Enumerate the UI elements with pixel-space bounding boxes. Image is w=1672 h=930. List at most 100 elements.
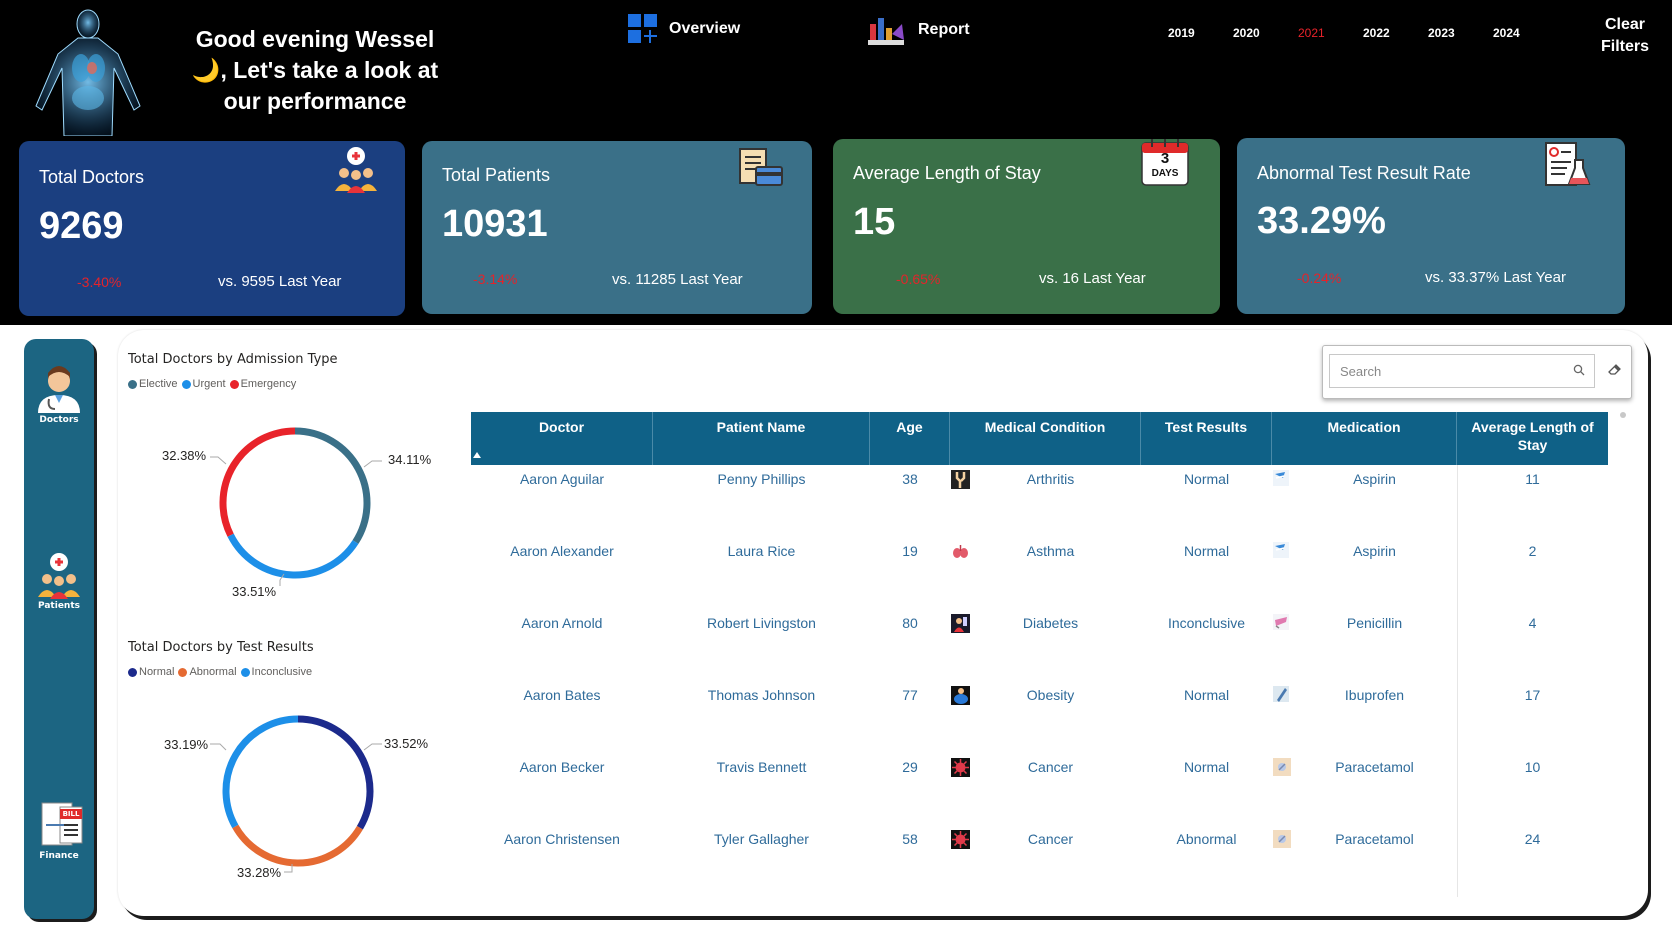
cell-medication: Aspirin: [1353, 471, 1396, 487]
report-label: Report: [918, 21, 970, 38]
donut-slice-urgent[interactable]: [227, 533, 359, 579]
table-header: Doctor Patient Name Age Medical Conditio…: [471, 412, 1608, 465]
column-header-medical-condition[interactable]: Medical Condition: [950, 412, 1141, 465]
sidebar-item-doctors[interactable]: Doctors: [24, 359, 94, 425]
doctors-table: Doctor Patient Name Age Medical Conditio…: [471, 412, 1608, 897]
kpi-comparison: vs. 16 Last Year: [1039, 270, 1146, 287]
table-row[interactable]: Aaron Aguilar Penny Phillips 38 Arthriti…: [471, 465, 1608, 537]
cell-doctor[interactable]: Aaron Christensen: [504, 831, 620, 847]
column-header-doctor[interactable]: Doctor: [471, 412, 653, 465]
legend-emergency[interactable]: Emergency: [229, 378, 296, 390]
calendar-frame: [1141, 139, 1189, 186]
column-header-test-results[interactable]: Test Results: [1141, 412, 1272, 465]
cancer-cell-icon: [951, 830, 970, 849]
column-header-medication[interactable]: Medication: [1272, 412, 1457, 465]
greeting-message: Good evening Wessel 🌙, Let's take a look…: [180, 24, 450, 117]
year-2023[interactable]: 2023: [1428, 26, 1455, 40]
cell-doctor[interactable]: Aaron Aguilar: [519, 471, 605, 487]
legend-inconclusive[interactable]: Inconclusive: [240, 666, 312, 678]
eraser-icon[interactable]: [1607, 362, 1623, 376]
greeting-line-2: 🌙, Let's take a look at: [191, 57, 439, 83]
cell-doctor[interactable]: Aaron Arnold: [521, 615, 603, 631]
lab-report-icon: [1545, 142, 1591, 186]
year-2022[interactable]: 2022: [1363, 26, 1390, 40]
report-nav-button[interactable]: Report: [866, 14, 970, 46]
cell-age: 77: [902, 687, 918, 703]
greeting-line-1: Good evening Wessel: [195, 26, 435, 52]
column-header-patient-name[interactable]: Patient Name: [653, 412, 870, 465]
column-header-age[interactable]: Age: [870, 412, 950, 465]
kpi-title: Total Doctors: [39, 167, 145, 187]
legend-label: Urgent: [192, 378, 226, 390]
test-results-leader-lines: [210, 743, 382, 873]
penicillin-icon: [1273, 614, 1289, 630]
year-2019[interactable]: 2019: [1168, 26, 1195, 40]
calendar-number: 3: [1160, 150, 1170, 167]
year-2021[interactable]: 2021: [1298, 26, 1325, 40]
sidebar-item-label: Doctors: [39, 415, 79, 425]
kpi-delta: -0.65%: [896, 271, 941, 287]
legend-elective[interactable]: Elective: [128, 378, 178, 390]
cell-doctor[interactable]: Aaron Becker: [519, 759, 605, 775]
table-row[interactable]: Aaron Alexander Laura Rice 19 Asthma Nor…: [471, 537, 1608, 609]
cell-doctor[interactable]: Aaron Bates: [523, 687, 601, 703]
table-row[interactable]: Aaron Arnold Robert Livingston 80 Diabet…: [471, 609, 1608, 681]
table-row[interactable]: Aaron Bates Thomas Johnson 77 Obesity No…: [471, 681, 1608, 753]
cancer-cell-icon: [951, 758, 970, 777]
year-2020[interactable]: 2020: [1233, 26, 1260, 40]
legend-normal[interactable]: Normal: [128, 666, 174, 678]
bill-card-icon: [739, 148, 783, 186]
doctors-group-icon: [335, 147, 377, 193]
test-results-legend: Normal Abnormal Inconclusive: [128, 666, 312, 678]
test-results-chart-title: Total Doctors by Test Results: [128, 640, 314, 655]
dashboard-grid-icon: [628, 14, 657, 43]
donut-slice-abnormal[interactable]: [232, 824, 363, 867]
arthritis-icon: [951, 470, 970, 489]
kpi-value: 10931: [442, 203, 548, 245]
scrollbar-thumb[interactable]: [1620, 412, 1626, 418]
cell-patient-name: Tyler Gallagher: [714, 831, 809, 847]
patients-icon: [38, 553, 80, 599]
sidebar-item-label: Finance: [39, 851, 79, 861]
sidebar: Doctors Patients BILL: [24, 339, 94, 919]
admission-label-emergency: 32.38%: [162, 448, 207, 463]
table-row[interactable]: Aaron Christensen Tyler Gallagher 58 Can…: [471, 825, 1608, 897]
cell-age: 38: [902, 471, 918, 487]
legend-label: Abnormal: [189, 666, 237, 678]
cell-patient-name: Penny Phillips: [717, 471, 806, 487]
year-2024[interactable]: 2024: [1493, 26, 1520, 40]
test-results-label-inconclusive: 33.19%: [164, 737, 209, 752]
cell-patient-name: Laura Rice: [727, 543, 796, 559]
search-input[interactable]: [1329, 354, 1595, 388]
column-header-average-length-of-stay[interactable]: Average Length of Stay: [1471, 419, 1594, 453]
cell-medication: Paracetamol: [1335, 831, 1414, 847]
legend-abnormal[interactable]: Abnormal: [178, 666, 237, 678]
kpi-value: 33.29%: [1257, 200, 1386, 242]
table-body: Aaron Aguilar Penny Phillips 38 Arthriti…: [471, 465, 1608, 897]
kpi-title: Average Length of Stay: [853, 163, 1041, 183]
sidebar-item-patients[interactable]: Patients: [24, 551, 94, 611]
cell-test-results: Normal: [1183, 759, 1230, 775]
donut-slice-emergency[interactable]: [219, 427, 296, 537]
overview-nav-button[interactable]: Overview: [628, 14, 740, 43]
cell-average-length-of-stay: 24: [1524, 831, 1541, 847]
donut-slice-inconclusive[interactable]: [222, 715, 299, 829]
sidebar-item-finance[interactable]: BILL Finance: [24, 799, 94, 861]
cell-test-results: Inconclusive: [1167, 615, 1246, 631]
cell-test-results: Normal: [1183, 687, 1230, 703]
ibuprofen-icon: [1273, 686, 1289, 702]
legend-urgent[interactable]: Urgent: [181, 378, 226, 390]
cell-medical-condition: Cancer: [1027, 831, 1074, 847]
search-panel: [1322, 345, 1632, 399]
search-icon[interactable]: [1573, 364, 1585, 376]
table-row[interactable]: Aaron Becker Travis Bennett 29 Cancer No…: [471, 753, 1608, 825]
sort-ascending-icon[interactable]: [473, 452, 481, 458]
sidebar-item-label: Patients: [38, 601, 80, 611]
donut-slice-normal[interactable]: [297, 715, 374, 830]
cell-age: 19: [902, 543, 918, 559]
anatomy-illustration: [35, 9, 141, 136]
cell-patient-name: Travis Bennett: [716, 759, 807, 775]
donut-slice-elective[interactable]: [294, 427, 371, 544]
cell-doctor[interactable]: Aaron Alexander: [510, 543, 614, 559]
clear-filters-button[interactable]: Clear Filters: [1600, 16, 1649, 55]
